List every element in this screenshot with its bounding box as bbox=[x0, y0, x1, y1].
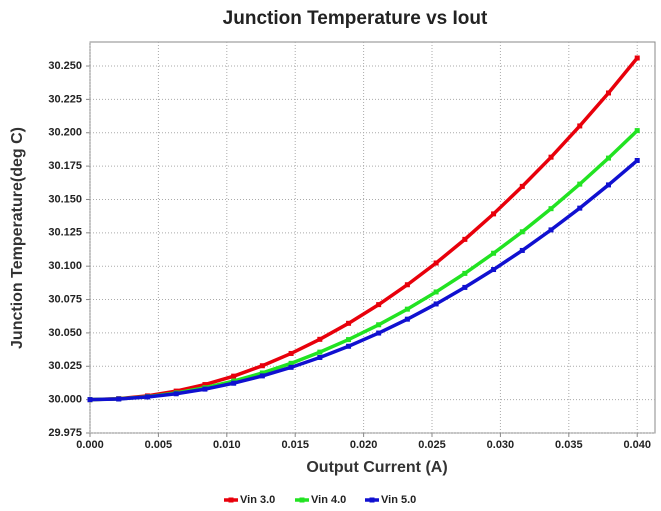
data-point bbox=[202, 382, 208, 388]
x-tick-label: 0.015 bbox=[281, 439, 309, 451]
y-tick-label: 30.150 bbox=[48, 193, 82, 205]
x-tick-label: 0.005 bbox=[145, 439, 173, 451]
data-point bbox=[317, 349, 323, 355]
data-point bbox=[288, 360, 294, 366]
y-axis-label: Junction Temperature(deg C) bbox=[9, 127, 26, 349]
y-tick-label: 30.225 bbox=[48, 93, 82, 105]
x-tick-label: 0.020 bbox=[350, 439, 378, 451]
legend-label: Vin 5.0 bbox=[381, 494, 416, 506]
y-tick-label: 30.125 bbox=[48, 227, 82, 239]
series-line bbox=[89, 56, 639, 402]
y-tick-label: 30.250 bbox=[48, 60, 82, 72]
data-point bbox=[202, 386, 208, 392]
data-point bbox=[491, 267, 497, 273]
data-point bbox=[346, 343, 352, 349]
x-tick-label: 0.040 bbox=[623, 439, 651, 451]
data-point bbox=[462, 236, 468, 242]
legend-marker bbox=[299, 497, 305, 503]
data-point bbox=[231, 373, 237, 379]
legend-label: Vin 4.0 bbox=[311, 494, 346, 506]
x-tick-label: 0.025 bbox=[418, 439, 446, 451]
data-point bbox=[259, 370, 265, 376]
x-axis-label: Output Current (A) bbox=[306, 459, 447, 476]
data-point bbox=[116, 396, 122, 402]
x-tick-label: 0.000 bbox=[76, 439, 104, 451]
data-point bbox=[605, 90, 611, 96]
data-point bbox=[404, 306, 410, 312]
data-point bbox=[288, 350, 294, 356]
data-point bbox=[519, 229, 525, 235]
data-point bbox=[433, 289, 439, 295]
data-point bbox=[462, 270, 468, 276]
data-point bbox=[404, 316, 410, 322]
data-point bbox=[317, 354, 323, 360]
data-point bbox=[491, 211, 497, 217]
data-point bbox=[634, 128, 640, 134]
data-point bbox=[173, 391, 179, 397]
plot-area bbox=[89, 41, 656, 434]
data-point bbox=[346, 320, 352, 326]
data-point bbox=[548, 227, 554, 233]
series-line bbox=[89, 159, 639, 402]
data-point bbox=[548, 206, 554, 212]
data-point bbox=[605, 182, 611, 188]
data-point bbox=[376, 322, 382, 328]
data-point bbox=[317, 336, 323, 342]
data-point bbox=[259, 363, 265, 369]
legend-marker bbox=[228, 497, 234, 503]
y-tick-label: 30.050 bbox=[48, 327, 82, 339]
chart-title: Junction Temperature vs Iout bbox=[223, 8, 488, 29]
x-tick-label: 0.035 bbox=[555, 439, 583, 451]
data-point bbox=[259, 373, 265, 379]
data-point bbox=[519, 183, 525, 189]
y-tick-label: 30.075 bbox=[48, 293, 82, 305]
data-point bbox=[346, 337, 352, 343]
y-tick-label: 30.025 bbox=[48, 360, 82, 372]
y-tick-label: 30.175 bbox=[48, 160, 82, 172]
data-point bbox=[404, 282, 410, 288]
data-point bbox=[462, 284, 468, 290]
legend-marker bbox=[369, 497, 375, 503]
data-point bbox=[144, 394, 150, 400]
x-tick-label: 0.010 bbox=[213, 439, 241, 451]
data-point bbox=[519, 247, 525, 253]
data-point bbox=[577, 123, 583, 129]
data-point bbox=[87, 397, 93, 403]
data-point bbox=[288, 364, 294, 370]
data-point bbox=[548, 154, 554, 160]
x-tick-label: 0.030 bbox=[487, 439, 515, 451]
y-tick-label: 29.975 bbox=[48, 427, 82, 439]
data-point bbox=[577, 181, 583, 187]
legend-label: Vin 3.0 bbox=[240, 494, 275, 506]
y-tick-label: 30.000 bbox=[48, 394, 82, 406]
data-point bbox=[634, 55, 640, 61]
data-point bbox=[577, 205, 583, 211]
data-point bbox=[231, 380, 237, 386]
y-tick-label: 30.100 bbox=[48, 260, 82, 272]
data-point bbox=[634, 158, 640, 164]
data-point bbox=[491, 250, 497, 256]
data-point bbox=[433, 301, 439, 307]
data-point bbox=[376, 302, 382, 308]
data-point bbox=[433, 260, 439, 266]
y-tick-label: 30.200 bbox=[48, 127, 82, 139]
data-point bbox=[605, 155, 611, 161]
data-point bbox=[376, 330, 382, 336]
